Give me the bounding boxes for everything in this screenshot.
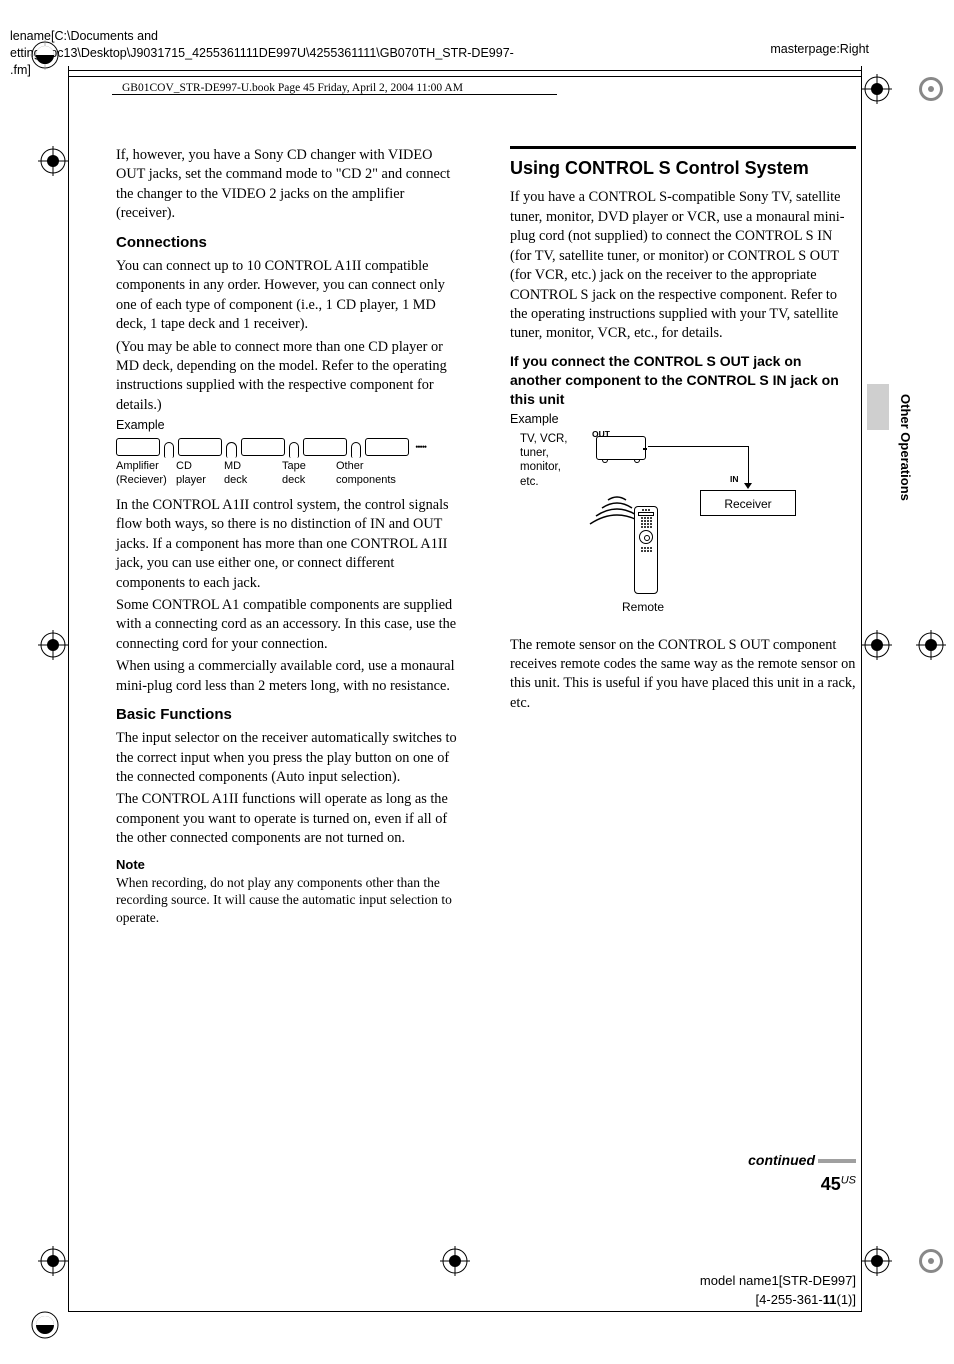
example-label: Example — [116, 418, 462, 432]
body-text: The CONTROL A1II functions will operate … — [116, 790, 462, 848]
register-mark-icon — [916, 1246, 946, 1276]
page-number: 45US — [821, 1174, 856, 1195]
right-column: Using CONTROL S Control System If you ha… — [510, 146, 856, 929]
note-text: When recording, do not play any componen… — [116, 874, 462, 927]
filename-header: lename[C:\Documents and ettings\pc13\Des… — [10, 28, 514, 79]
in-label: IN — [730, 474, 739, 484]
register-mark-icon — [30, 40, 60, 70]
subheading: If you connect the CONTROL S OUT jack on… — [510, 352, 856, 409]
body-text: When using a commercially available cord… — [116, 657, 462, 696]
sidebar-section-label: Other Operations — [898, 394, 913, 501]
body-text: Some CONTROL A1 compatible components ar… — [116, 596, 462, 654]
heading-basic-functions: Basic Functions — [116, 706, 462, 723]
model-line: model name1[STR-DE997] — [700, 1272, 856, 1291]
heading-control-s: Using CONTROL S Control System — [510, 146, 856, 180]
foot-icon — [602, 460, 608, 463]
device-label: Tape deck — [282, 460, 336, 488]
remote-icon — [634, 506, 658, 594]
crop-rule — [68, 76, 862, 77]
connector-line — [648, 446, 748, 447]
connector-line — [748, 446, 749, 486]
crop-rule — [68, 70, 862, 71]
arrow-down-icon — [744, 483, 752, 489]
register-mark-icon — [916, 630, 946, 660]
diagram-labels: Amplifier (Reciever) CD player MD deck T… — [116, 460, 426, 488]
device-label: Other components — [336, 460, 416, 488]
continued-bar-icon — [818, 1159, 856, 1163]
body-text: The input selector on the receiver autom… — [116, 729, 462, 787]
crop-rule — [112, 94, 557, 95]
page-number-value: 45 — [821, 1174, 841, 1194]
filename-line: lename[C:\Documents and — [10, 28, 514, 45]
left-column: If, however, you have a Sony CD changer … — [116, 146, 462, 929]
body-text: If you have a CONTROL S-compatible Sony … — [510, 188, 856, 344]
control-a1-diagram: ••••• Amplifier (Reciever) CD player MD … — [116, 438, 426, 488]
foot-icon — [634, 460, 640, 463]
register-mark-icon — [440, 1246, 470, 1276]
control-s-diagram: TV, VCR, tuner, monitor, etc. OUT IN Rec… — [520, 432, 820, 632]
register-mark-icon — [862, 74, 892, 104]
model-line: [4-255-361-11(1)] — [700, 1291, 856, 1310]
book-line: GB01COV_STR-DE997-U.book Page 45 Friday,… — [122, 82, 463, 94]
register-mark-icon — [38, 630, 68, 660]
component-box-icon — [596, 436, 646, 460]
register-mark-icon — [38, 146, 68, 176]
masterpage-label: masterpage:Right — [770, 42, 869, 56]
continued-indicator: continued — [748, 1152, 856, 1168]
device-label: TV, VCR, tuner, monitor, etc. — [520, 432, 574, 490]
page-body: If, however, you have a Sony CD changer … — [116, 146, 874, 929]
device-label: Amplifier (Reciever) — [116, 460, 176, 488]
crop-rule — [68, 1311, 862, 1312]
body-text: You can connect up to 10 CONTROL A1II co… — [116, 257, 462, 335]
register-mark-icon — [30, 1310, 60, 1340]
ellipsis-icon: ••••• — [413, 442, 426, 452]
receiver-box: Receiver — [700, 490, 796, 516]
note-label: Note — [116, 857, 462, 872]
filename-line: ettings\pc13\Desktop\J9031715_4255361111… — [10, 45, 514, 62]
heading-connections: Connections — [116, 234, 462, 251]
register-mark-icon — [862, 1246, 892, 1276]
page-number-suffix: US — [841, 1175, 856, 1187]
crop-rule — [68, 66, 69, 1312]
intro-paragraph: If, however, you have a Sony CD changer … — [116, 146, 462, 224]
body-text: The remote sensor on the CONTROL S OUT c… — [510, 636, 856, 714]
device-label: CD player — [176, 460, 224, 488]
continued-label: continued — [748, 1152, 815, 1168]
register-mark-icon — [916, 74, 946, 104]
remote-label: Remote — [622, 600, 664, 614]
model-footer: model name1[STR-DE997] [4-255-361-11(1)] — [700, 1272, 856, 1310]
register-mark-icon — [38, 1246, 68, 1276]
body-text: (You may be able to connect more than on… — [116, 338, 462, 416]
body-text: In the CONTROL A1II control system, the … — [116, 496, 462, 593]
example-label: Example — [510, 412, 856, 426]
device-label: MD deck — [224, 460, 282, 488]
